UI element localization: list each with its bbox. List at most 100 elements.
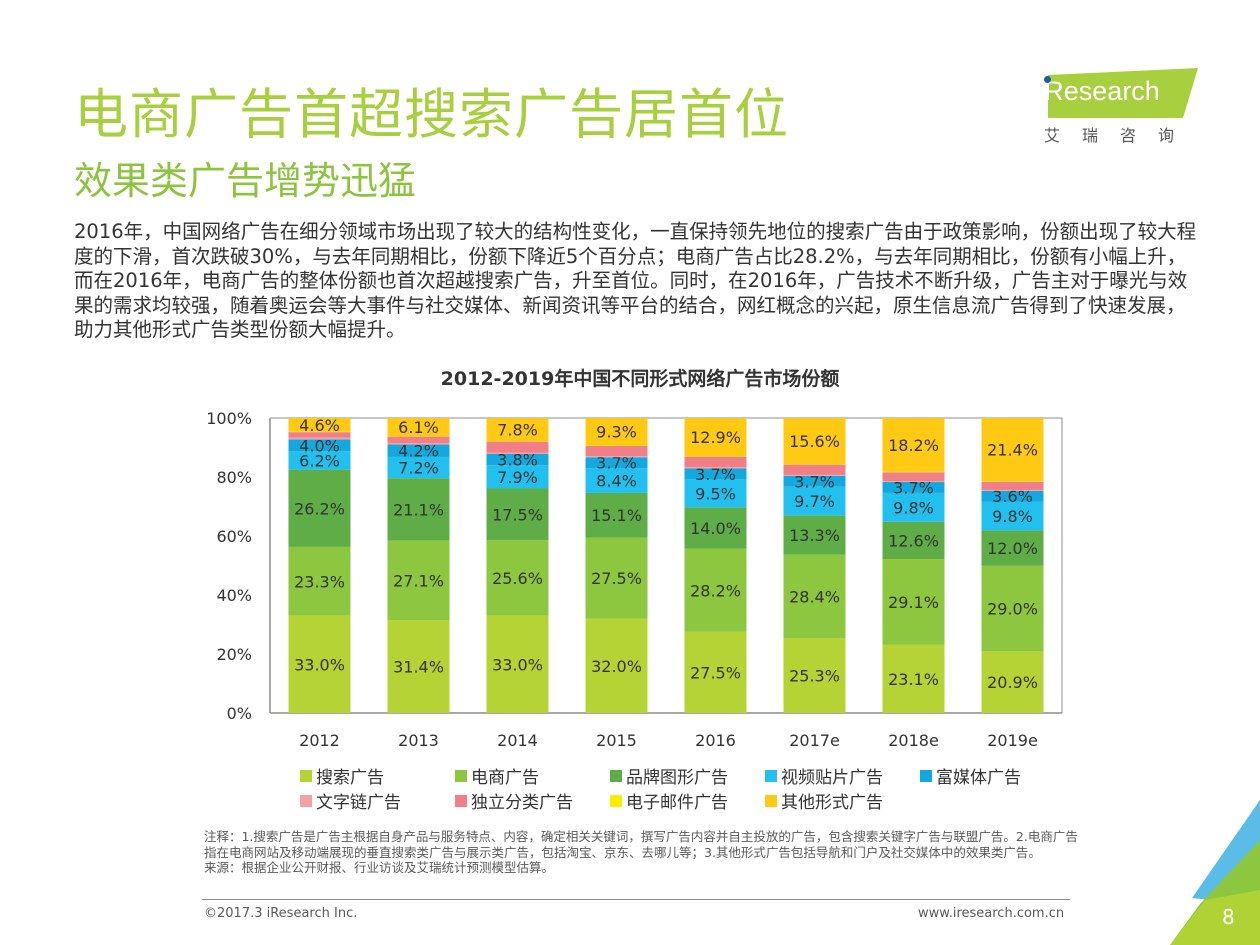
logo-dot-icon: [1044, 76, 1051, 83]
legend-label: 其他形式广告: [781, 793, 883, 813]
data-label: 25.3%: [789, 667, 840, 686]
bar-segment: [288, 431, 351, 433]
data-label: 7.9%: [497, 468, 538, 487]
data-label: 6.2%: [299, 451, 340, 470]
data-label: 33.0%: [492, 655, 543, 674]
bar-segment: [486, 540, 549, 616]
legend-item: 独立分类广告: [455, 788, 573, 813]
stacked-bar-chart: 0% 20% 40% 60% 80% 100% 33.0% 23.3% 26.2% 6.2%4.0…: [206, 409, 1063, 750]
notes-text: 注释：1.搜索广告是广告主根据自身产品与服务特点、内容，确定相关关键词，撰写广告…: [204, 829, 1078, 860]
bar-segment: [783, 418, 846, 465]
y-tick-label: 20%: [216, 645, 252, 664]
legend-item: 其他形式广告: [765, 788, 883, 813]
legend-item: 视频贴片广告: [765, 763, 883, 788]
data-label: 3.7%: [596, 454, 637, 473]
bar-segment: [387, 444, 450, 457]
bar-segment: [684, 467, 747, 469]
bar-segment: [882, 418, 945, 472]
y-tick-label: 100%: [206, 409, 252, 428]
chart-title: 2012-2019年中国不同形式网络广告市场份额: [440, 368, 840, 390]
x-tick-label: 2012: [299, 731, 340, 750]
bar-segment: [783, 464, 846, 465]
data-label: 32.0%: [591, 657, 642, 676]
data-label: 23.1%: [888, 670, 939, 689]
bar-segment: [486, 465, 549, 489]
data-label: 8.4%: [596, 472, 637, 491]
data-label: 9.5%: [695, 484, 736, 503]
logo-wordmark: Research: [1042, 76, 1160, 107]
bar-segment: [288, 615, 351, 713]
page-subtitle: 效果类广告增势迅猛: [74, 159, 417, 203]
legend-swatch: [765, 794, 777, 807]
bar-segment: [981, 418, 1044, 482]
bar-segment: [783, 475, 846, 487]
website-link[interactable]: www.iresearch.com.cn: [918, 906, 1065, 921]
data-label: 12.6%: [888, 531, 939, 550]
body-paragraph: 2016年，中国网络广告在细分领域市场出现了较大的结构性变化，一直保持领先地位的…: [74, 220, 1197, 341]
data-label: 3.7%: [695, 465, 736, 484]
bar-segment: [585, 468, 648, 493]
bar-segment: [387, 478, 450, 541]
bar-segment: [585, 618, 648, 713]
footer-divider: [202, 899, 1070, 900]
y-tick-label: 60%: [216, 527, 252, 546]
legend-swatch: [610, 769, 622, 782]
bar-segment: [981, 481, 1044, 490]
bar-segment: [684, 456, 747, 457]
data-label: 9.3%: [596, 423, 637, 442]
bar-segment: [486, 452, 549, 454]
legend-label: 独立分类广告: [471, 793, 573, 813]
data-label: 29.1%: [888, 593, 939, 612]
legend-label: 文字链广告: [316, 793, 401, 813]
data-label: 13.3%: [789, 526, 840, 545]
logo-chinese: 艾瑞咨询: [1044, 126, 1197, 145]
data-label: 18.2%: [888, 436, 939, 455]
data-label: 9.7%: [794, 492, 835, 511]
iresearch-logo: Research 艾瑞咨询: [1036, 64, 1206, 145]
bar-segment: [486, 441, 549, 453]
bar-segment: [882, 644, 945, 713]
bar-segment: [684, 456, 747, 468]
data-label: 7.2%: [398, 459, 439, 478]
bar-segment: [387, 443, 450, 445]
bar-segment: [486, 488, 549, 541]
bar-segment: [486, 453, 549, 466]
legend-swatch: [300, 769, 312, 782]
data-label: 14.0%: [690, 519, 741, 538]
data-label: 33.0%: [294, 655, 345, 674]
bar-segment: [585, 492, 648, 538]
legend-swatch: [455, 794, 467, 807]
bar-segment: [288, 432, 351, 438]
bar-segment: [387, 435, 450, 437]
legend-swatch: [455, 769, 467, 782]
legend-label: 电子邮件广告: [626, 793, 728, 813]
bar-segment: [387, 620, 450, 713]
bar-segment: [387, 540, 450, 621]
page-number: 8: [1222, 905, 1235, 929]
bar-segment: [882, 559, 945, 645]
bar-segment: [288, 439, 351, 452]
data-label: 27.5%: [690, 663, 741, 682]
legend-item: 品牌图形广告: [610, 763, 728, 788]
bar-segment: [288, 469, 351, 547]
data-label: 27.5%: [591, 569, 642, 588]
legend-label: 电商广告: [471, 768, 539, 788]
bar-segment: [387, 456, 450, 479]
x-tick-label: 2015: [596, 731, 637, 750]
data-label: 28.2%: [690, 581, 741, 600]
bar-segment: [783, 638, 846, 713]
data-label: 4.6%: [299, 416, 340, 435]
legend-item: 电商广告: [455, 763, 539, 788]
bar-segment: [981, 501, 1044, 531]
data-label: 31.4%: [393, 658, 444, 677]
bar-segment: [981, 530, 1044, 566]
data-label: 3.6%: [992, 487, 1033, 506]
legend-label: 视频贴片广告: [781, 768, 883, 788]
x-tick-label: 2016: [695, 731, 736, 750]
bar-segment: [783, 515, 846, 555]
bar-segment: [288, 418, 351, 432]
bar-segment: [981, 565, 1044, 652]
corner-decoration: [1170, 800, 1260, 945]
bar-segment: [783, 464, 846, 475]
data-label: 4.0%: [299, 436, 340, 455]
